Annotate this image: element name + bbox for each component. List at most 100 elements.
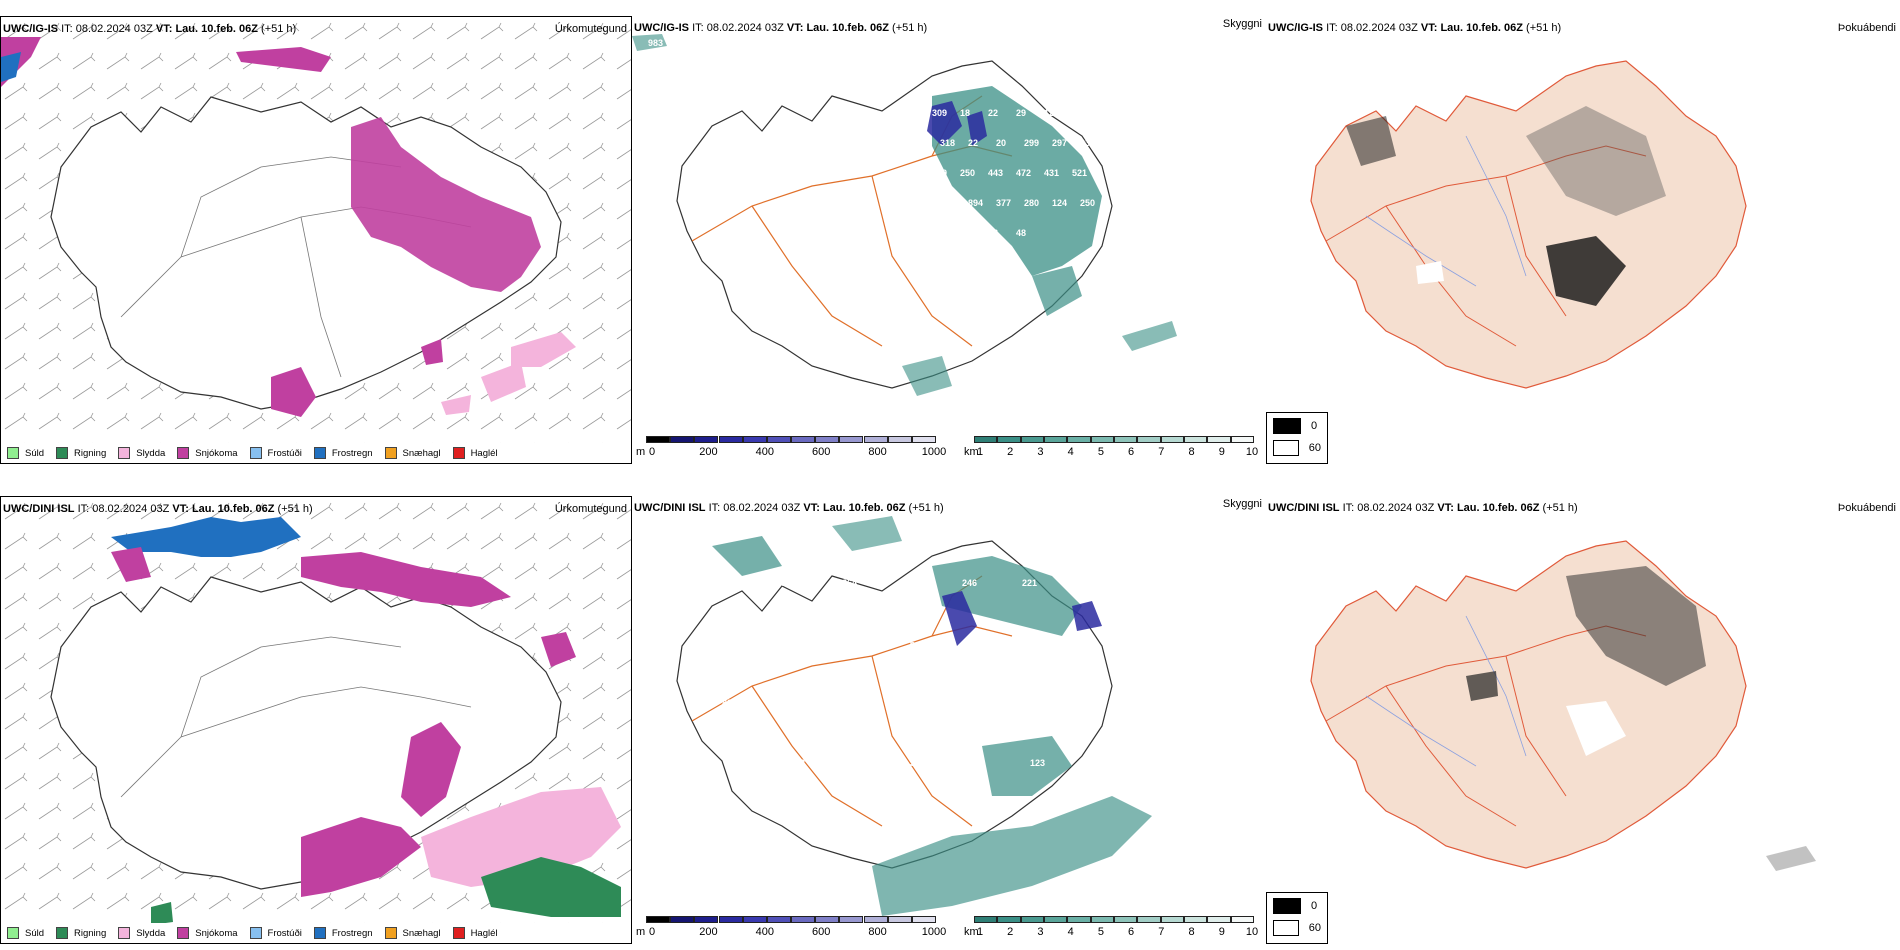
precip-legend-item: Snjókoma <box>177 447 238 459</box>
colorbar-segment <box>1044 436 1068 443</box>
legend-label: Rigning <box>74 927 107 939</box>
colorbar-segment <box>1137 436 1161 443</box>
sleet-area <box>511 332 576 367</box>
fog-legend-item: 60 <box>1273 919 1321 937</box>
colorbar-segment <box>791 916 816 923</box>
colorbar-tick: 0 <box>648 926 656 938</box>
value-label: 88 <box>722 698 732 708</box>
value-label: 29 <box>1016 108 1026 118</box>
value-label: 250 <box>1080 198 1095 208</box>
value-label: 42 <box>730 638 740 648</box>
colorbar-tick: 3 <box>1037 926 1044 938</box>
colorbar-segment <box>1090 916 1114 923</box>
value-label: 472 <box>1016 168 1031 178</box>
panel-header: UWC/IG-IS IT: 08.02.2024 03Z VT: Lau. 10… <box>3 23 297 35</box>
colorbar-segment <box>646 916 671 923</box>
colorbar-segment <box>766 916 791 923</box>
fog-index-legend: 0 60 <box>1266 412 1328 464</box>
legend-swatch <box>1273 920 1299 936</box>
colorbar-segment <box>1184 916 1208 923</box>
colorbar-tick: 5 <box>1097 446 1104 458</box>
colorbar-segment <box>1020 436 1044 443</box>
precip-legend-item: Súld <box>7 927 44 939</box>
colorbar-tick: 1 <box>976 926 984 938</box>
rain-area <box>481 857 621 917</box>
value-label: 81 <box>722 818 732 828</box>
colorbar-tick: 4 <box>1067 446 1074 458</box>
legend-swatch <box>118 447 131 459</box>
colorbar-segment <box>694 916 719 923</box>
colorbar-segment <box>1160 916 1184 923</box>
colorbar-segment <box>911 916 936 923</box>
colorbar-segment <box>1114 436 1138 443</box>
precip-legend-item: Slydda <box>118 447 165 459</box>
legend-swatch <box>56 927 69 939</box>
value-label: 431 <box>1044 168 1059 178</box>
precip-legend-item: Snjókoma <box>177 927 238 939</box>
value-label: 318 <box>940 138 955 148</box>
snow-area <box>351 117 541 292</box>
colorbar-tick: 600 <box>812 926 831 938</box>
fog-legend-item: 60 <box>1273 439 1321 457</box>
value-label: 4 <box>842 698 847 708</box>
legend-label: Frostregn <box>331 927 373 939</box>
colorbar-tick: 1000 <box>921 926 947 938</box>
legend-swatch <box>1273 418 1301 434</box>
colorbar-tick: 800 <box>868 446 887 458</box>
colorbar-tick: 10 <box>1245 926 1259 938</box>
colorbar-unit: m <box>636 926 646 938</box>
colorbar-unit: km <box>964 926 979 938</box>
fog-index-panel-bottom: UWC/DINI ISL IT: 08.02.2024 03Z VT: Lau.… <box>1266 496 1900 944</box>
value-label: 382 <box>910 758 925 768</box>
legend-label: Rigning <box>74 447 107 459</box>
colorbar-tick: 5 <box>1097 926 1104 938</box>
value-label: 07 <box>850 638 860 648</box>
colorbar-segment <box>1067 916 1091 923</box>
panel-header: UWC/IG-IS IT: 08.02.2024 03Z VT: Lau. 10… <box>1268 22 1562 34</box>
value-label: 221 <box>1022 578 1037 588</box>
value-label: 73 <box>962 698 972 708</box>
value-label: 123 <box>1030 758 1045 768</box>
legend-swatch <box>313 927 326 939</box>
colorbar-tick: 6 <box>1128 446 1135 458</box>
iceland-outline <box>1310 60 1747 389</box>
panel-header: UWC/DINI ISL IT: 08.02.2024 03Z VT: Lau.… <box>3 503 313 515</box>
legend-label: Frostregn <box>331 447 373 459</box>
legend-swatch <box>452 447 465 459</box>
visibility-map: 983 309 18 22 29 12 25 318 22 20 299 297 238 269 250 4… <box>632 34 1177 396</box>
value-label: 113 <box>902 578 917 588</box>
panel-header: UWC/IG-IS IT: 08.02.2024 03Z VT: Lau. 10… <box>634 22 928 34</box>
value-label: 269 <box>932 168 947 178</box>
panel-title: Skyggni <box>1222 498 1262 510</box>
colorbar-tick: 3 <box>1037 446 1044 458</box>
precip-legend-item: Rigning <box>56 927 106 939</box>
panel-title: Þokuábendi <box>1837 22 1896 34</box>
value-label: 81 <box>902 698 912 708</box>
colorbar-segment <box>1160 436 1184 443</box>
value-label: 189 <box>960 228 975 238</box>
panel-title: Skyggni <box>1222 18 1262 30</box>
legend-label: Slydda <box>136 447 166 459</box>
value-label: 221 <box>782 578 797 588</box>
colorbar-unit: m <box>636 446 646 458</box>
value-labels: 463 221 864 113 246 221 42 521 07 6 489 860 88 87 4 81 7… <box>722 578 1045 828</box>
fog-index-map <box>1310 540 1816 871</box>
panel-title: Úrkomutegund <box>554 503 627 515</box>
value-label: 377 <box>996 198 1011 208</box>
value-label: 36 <box>730 758 740 768</box>
fog-index-panel-top: UWC/IG-IS IT: 08.02.2024 03Z VT: Lau. 10… <box>1266 16 1900 464</box>
precip-legend-item: Frostúði <box>249 447 302 459</box>
precip-legend-item: Frostregn <box>313 447 373 459</box>
value-labels: 309 18 22 29 12 25 318 22 20 299 297 238 269 250 443 47… <box>932 108 1095 238</box>
colorbar-segment <box>863 436 888 443</box>
legend-label: Snæhagl <box>402 927 441 939</box>
precip-legend-item: Rigning <box>56 447 106 459</box>
precip-legend-item: Haglél <box>452 927 498 939</box>
panel-header: UWC/DINI ISL IT: 08.02.2024 03Z VT: Lau.… <box>634 502 944 514</box>
colorbar-segment <box>815 436 840 443</box>
colorbar-tick: 1 <box>976 446 984 458</box>
colorbar-segment <box>839 916 864 923</box>
colorbar-tick: 7 <box>1158 446 1165 458</box>
snow-area <box>301 552 511 607</box>
colorbar-segment <box>815 916 840 923</box>
